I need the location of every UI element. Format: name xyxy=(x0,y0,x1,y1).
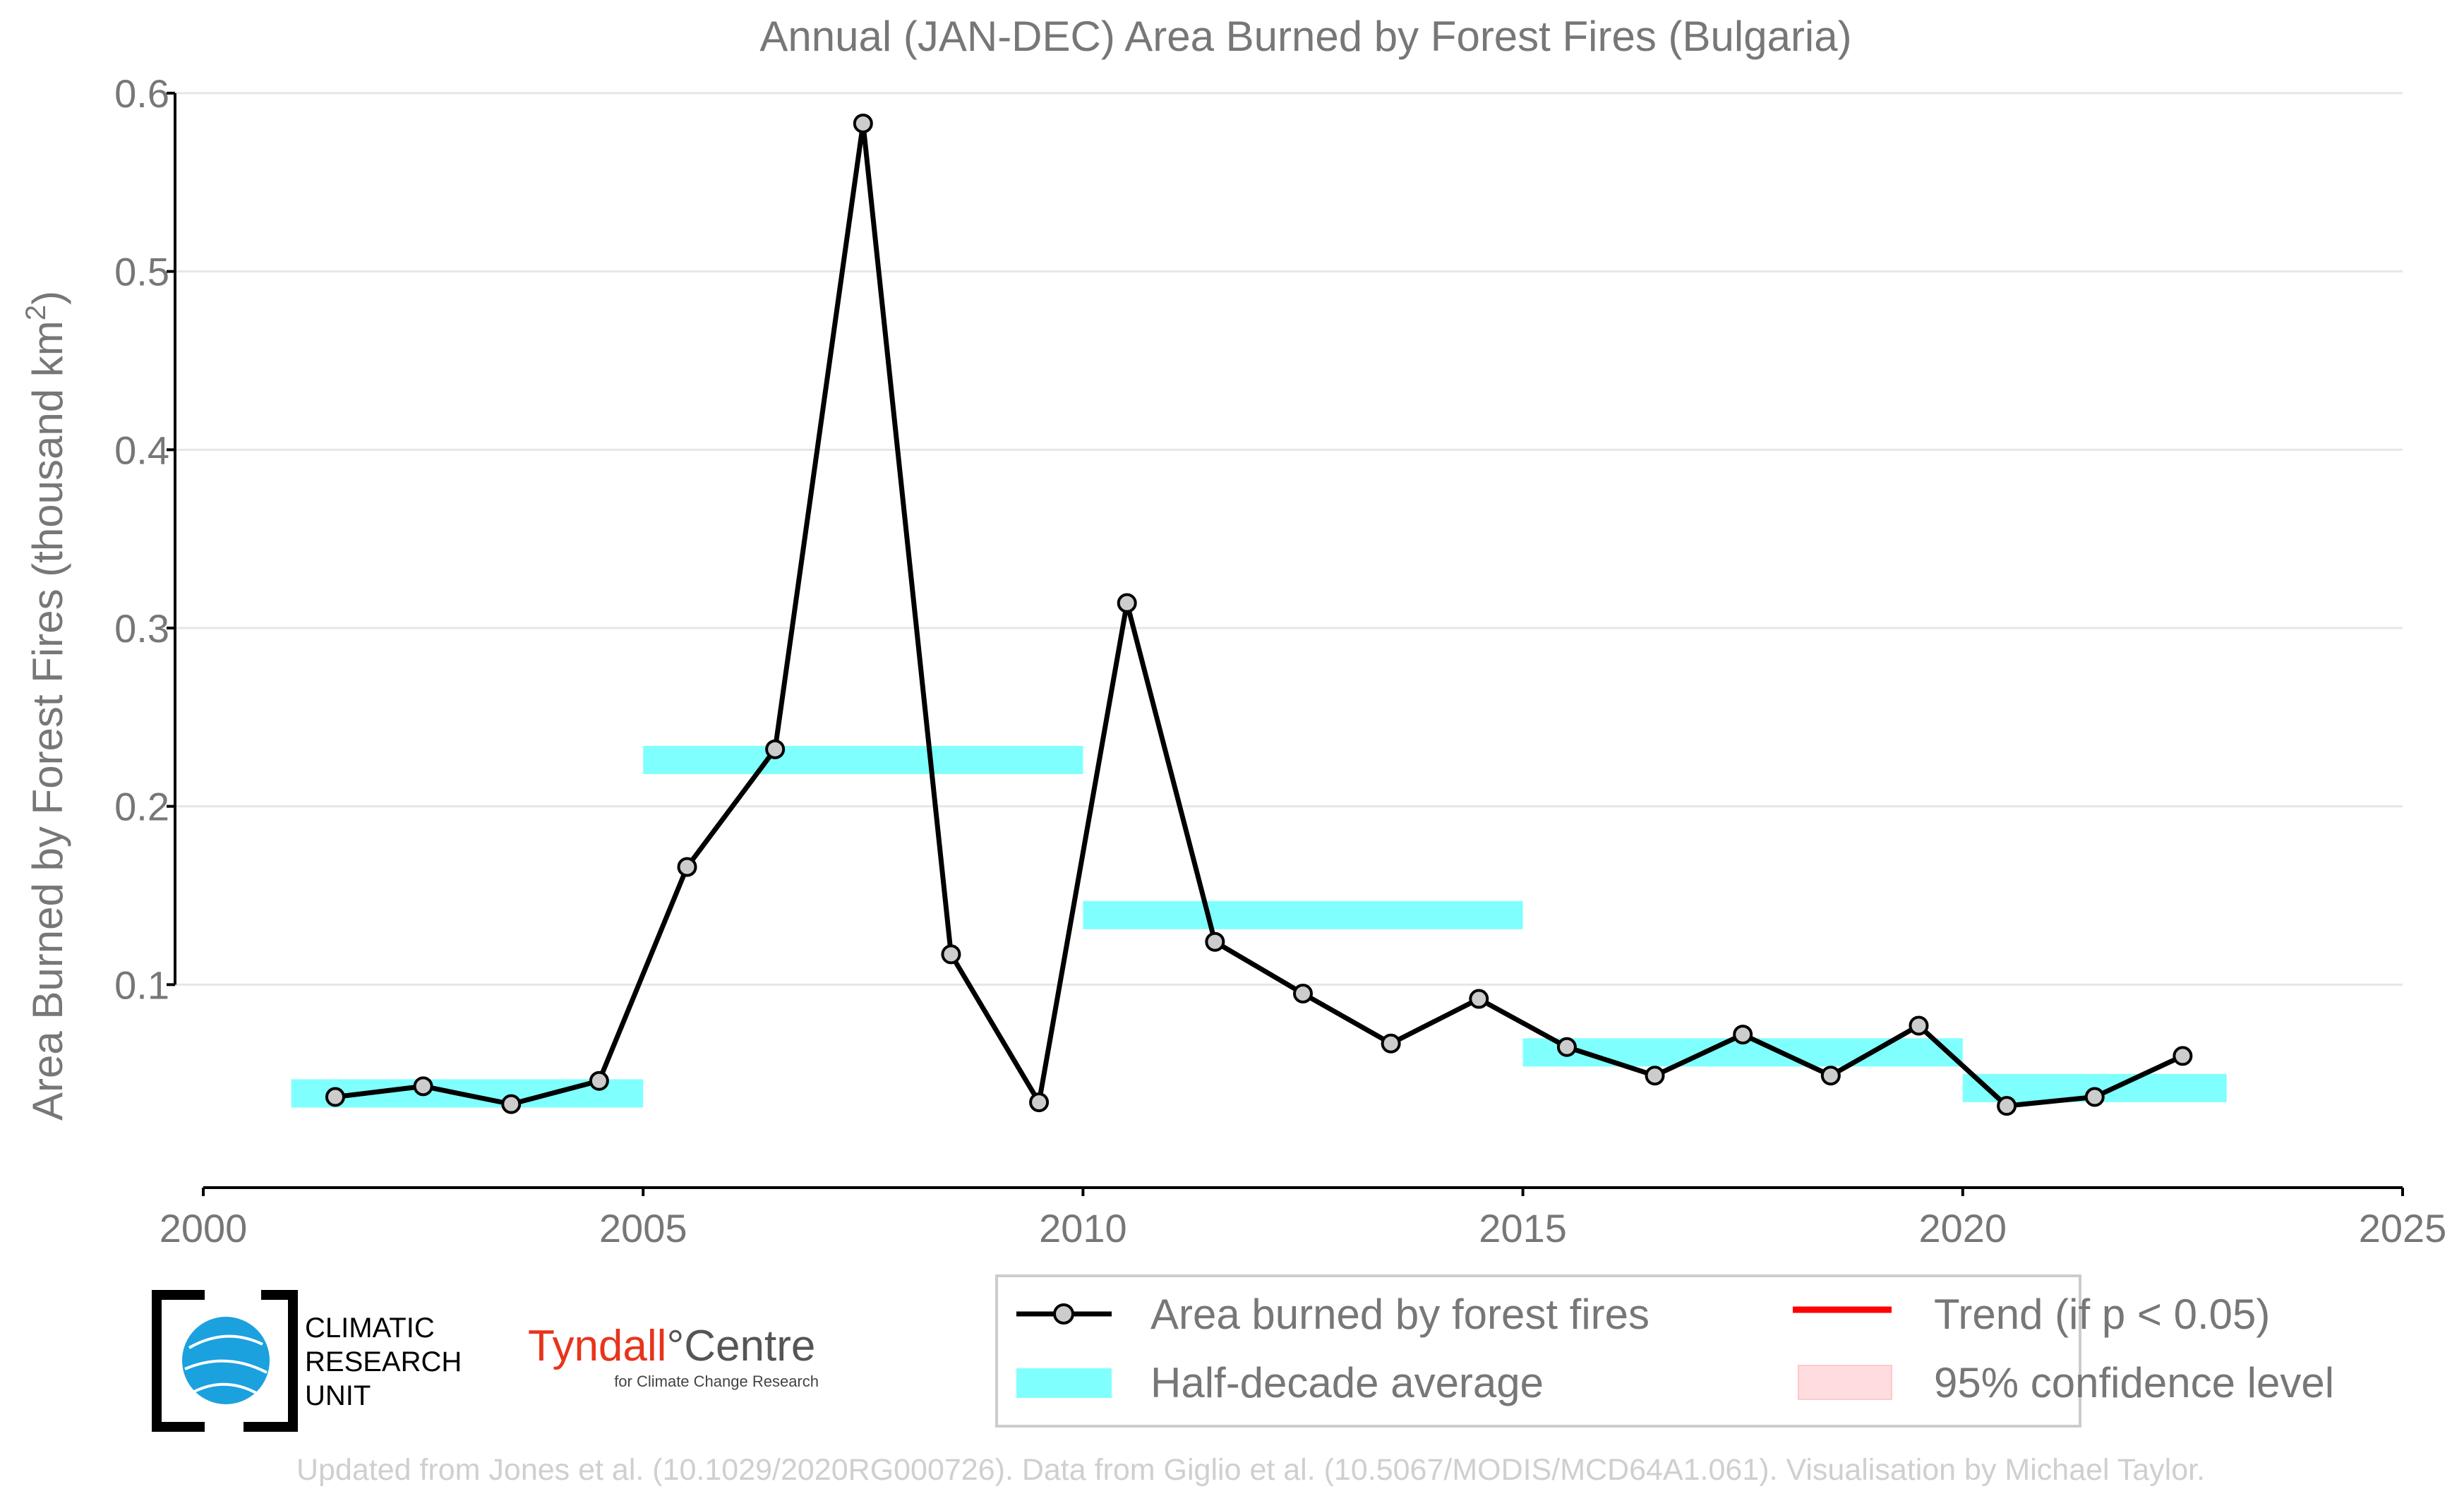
cru-logo: CLIMATIC RESEARCH UNIT xyxy=(152,1290,462,1432)
y-tick-label: 0.3 xyxy=(114,606,169,651)
cru-text-line1: CLIMATIC xyxy=(305,1313,435,1344)
tyndall-word: Tyndall xyxy=(528,1322,666,1370)
axes-layer: 0.1 0.2 0.3 0.4 0.5 0.6 2000 2005 2010 2015 2020 20… xyxy=(114,71,2446,1250)
legend-half-decade-swatch xyxy=(1016,1368,1112,1398)
tyndall-logo: Tyndall°Centre for Climate Change Resear… xyxy=(528,1322,819,1390)
x-tick-label: 2005 xyxy=(599,1206,687,1250)
data-point-marker xyxy=(1997,1096,2017,1116)
legend-label-trend: Trend (if p < 0.05) xyxy=(1934,1291,2270,1338)
cru-bracket-left xyxy=(152,1290,205,1432)
cru-text-line2: RESEARCH xyxy=(305,1346,462,1377)
footer-credit: Updated from Jones et al. (10.1029/2020R… xyxy=(296,1453,2205,1487)
x-tick-label: 2025 xyxy=(2359,1206,2447,1250)
chart-title: Annual (JAN-DEC) Area Burned by Forest F… xyxy=(759,13,1851,60)
tyndall-logo-text: Tyndall°Centre xyxy=(528,1322,815,1370)
legend-label-half-decade: Half-decade average xyxy=(1150,1359,1544,1406)
area-burned-line xyxy=(335,121,2184,1109)
cru-bracket-right xyxy=(244,1290,298,1432)
data-point-marker xyxy=(765,739,786,759)
legend: Area burned by forest fires Trend (if p … xyxy=(995,1274,2334,1428)
data-point-marker xyxy=(677,857,697,877)
data-point-marker xyxy=(941,944,961,965)
y-tick-label: 0.4 xyxy=(114,428,169,472)
half-decade-band xyxy=(643,745,1083,774)
data-point-marker xyxy=(1205,931,1225,952)
tyndall-degree: ° xyxy=(666,1322,684,1370)
y-tick-label: 0.6 xyxy=(114,71,169,116)
x-tick-label: 2010 xyxy=(1039,1206,1127,1250)
tyndall-subtitle: for Climate Change Research xyxy=(614,1373,819,1390)
series-layer xyxy=(325,113,2193,1116)
y-axis-label-sup: 2 xyxy=(20,305,52,320)
x-tick-label: 2020 xyxy=(1919,1206,2007,1250)
legend-label-area-burned: Area burned by forest fires xyxy=(1150,1291,1649,1338)
data-point-marker xyxy=(1469,989,1489,1009)
data-point-marker xyxy=(1820,1066,1841,1086)
tyndall-centre-word: Centre xyxy=(684,1322,815,1370)
data-point-marker xyxy=(413,1076,433,1097)
data-point-marker xyxy=(1293,983,1313,1003)
y-tick-label: 0.2 xyxy=(114,785,169,829)
legend-label-confidence: 95% confidence level xyxy=(1934,1359,2334,1406)
data-point-marker xyxy=(1381,1033,1401,1054)
x-tick-label: 2000 xyxy=(160,1206,248,1250)
y-tick-label: 0.1 xyxy=(114,963,169,1007)
half-decade-bands xyxy=(291,745,2227,1108)
y-axis-label: Area Burned by Forest Fires (thousand km… xyxy=(20,291,71,1121)
data-point-marker xyxy=(1733,1025,1753,1045)
y-axis-label-main: Area Burned by Forest Fires (thousand km xyxy=(24,320,71,1121)
y-axis-label-end: ) xyxy=(24,291,71,305)
x-tick-label: 2015 xyxy=(1479,1206,1567,1250)
cru-text-line3: UNIT xyxy=(305,1380,371,1411)
data-point-marker xyxy=(501,1094,522,1114)
data-point-marker xyxy=(2084,1087,2105,1107)
cru-globe-swirl xyxy=(184,1334,268,1395)
y-tick-label: 0.5 xyxy=(114,250,169,294)
grid-layer xyxy=(175,92,2403,986)
legend-marker-swatch xyxy=(1053,1303,1074,1325)
data-point-marker xyxy=(853,113,873,133)
data-point-marker xyxy=(1029,1092,1050,1113)
legend-confidence-swatch xyxy=(1798,1365,1892,1400)
data-point-marker xyxy=(325,1087,345,1107)
legend-box xyxy=(995,1274,2081,1428)
data-point-marker xyxy=(1909,1015,1929,1036)
data-point-marker xyxy=(1645,1066,1665,1086)
data-point-marker xyxy=(1556,1037,1577,1057)
data-point-marker xyxy=(1117,593,1137,613)
data-point-marker xyxy=(2172,1046,2193,1066)
data-point-marker xyxy=(589,1070,609,1091)
half-decade-band xyxy=(1083,900,1523,929)
